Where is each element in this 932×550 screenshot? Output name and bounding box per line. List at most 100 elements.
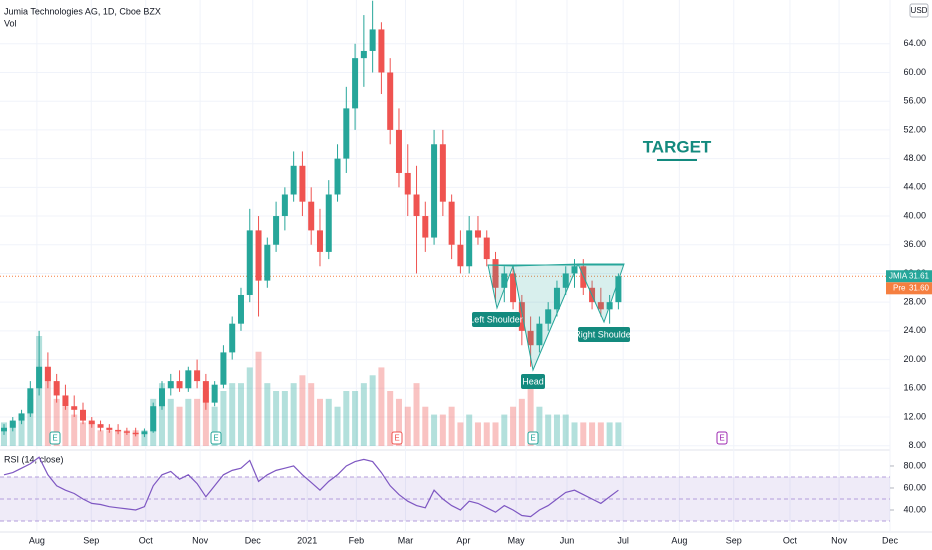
volume-bar [352, 391, 359, 446]
y-tick-label: 56.00 [903, 96, 926, 106]
volume-bar [255, 351, 262, 446]
candle-body [106, 427, 113, 430]
volume-bar [281, 391, 288, 446]
candle-body [202, 381, 209, 403]
x-tick-label: Feb [349, 535, 365, 545]
currency-box [909, 3, 929, 18]
y-tick-label: 44.00 [903, 182, 926, 192]
price-tag [886, 270, 932, 283]
candle-body [97, 424, 104, 428]
candle-body [395, 129, 402, 173]
y-tick-label: 60.00 [903, 67, 926, 77]
volume-bar [71, 414, 78, 446]
candle-body [273, 216, 280, 245]
x-tick-label: Jun [560, 535, 575, 545]
volume-bar [158, 383, 165, 446]
volume-bar [562, 414, 569, 446]
candle-body [343, 108, 350, 159]
candle-body [132, 432, 139, 435]
left-shoulder-label: Left Shoulder [469, 314, 523, 324]
volume-bar [202, 391, 209, 446]
earnings-marker [391, 431, 403, 445]
candle-body [36, 366, 43, 389]
candle-body [246, 230, 253, 295]
volume-bar [9, 422, 16, 446]
volume-bar [308, 383, 315, 446]
right-shoulder-label: Right Shoulder [574, 329, 634, 339]
candle-body [185, 370, 192, 389]
volume-title: Vol [4, 18, 17, 28]
pre-tag-label: Pre [893, 283, 906, 292]
volume-bar [79, 422, 86, 446]
volume-bar [343, 391, 350, 446]
x-tick-label: Dec [882, 535, 899, 545]
volume-bar [457, 422, 464, 446]
candle-body [150, 406, 157, 432]
volume-bar [97, 430, 104, 446]
candle-body [571, 266, 578, 274]
volume-bar [53, 398, 60, 446]
candle-body [553, 287, 560, 310]
rsi-title: RSI (14, close) [4, 454, 64, 464]
y-tick-label: 40.00 [903, 210, 926, 220]
x-tick-label: Apr [456, 535, 470, 545]
x-tick-label: May [508, 535, 526, 545]
earnings-marker [49, 431, 61, 445]
volume-bar [431, 414, 438, 446]
rsi-tick-label: 80.00 [903, 460, 926, 470]
price-tag-value: 31.61 [909, 271, 930, 280]
volume-bar [466, 414, 473, 446]
candle-body [9, 420, 16, 428]
candle-body [290, 165, 297, 195]
volume-bar [510, 406, 517, 446]
candle-body [387, 72, 394, 130]
volume-bar [597, 422, 604, 446]
currency: USD [911, 6, 928, 15]
candle-body [220, 352, 227, 385]
label-box [472, 312, 520, 327]
candle-body [211, 384, 218, 403]
earnings-label: E [394, 434, 399, 443]
candle-body [88, 420, 95, 425]
candle-body [325, 194, 332, 252]
candle-body [27, 388, 34, 414]
y-tick-label: 48.00 [903, 153, 926, 163]
volume-bar [27, 398, 34, 446]
earnings-marker [716, 431, 728, 445]
candle-body [255, 230, 262, 281]
volume-bar [474, 422, 481, 446]
candle-body [53, 381, 60, 396]
volume-bar [211, 406, 218, 446]
volume-bar [316, 398, 323, 446]
candle-body [299, 165, 306, 202]
x-tick-label: Nov [192, 535, 209, 545]
head-label: Head [522, 376, 544, 386]
candle-body [316, 230, 323, 252]
volume-bar [448, 406, 455, 446]
volume-bar [62, 406, 69, 446]
y-tick-label: 36.00 [903, 239, 926, 249]
x-tick-label: Jul [617, 535, 629, 545]
candle-body [352, 58, 359, 109]
candle-body [510, 273, 517, 303]
price-tag-symbol: JMIA [889, 271, 908, 280]
candle-body [474, 230, 481, 238]
candle-body [518, 302, 525, 331]
volume-bar [88, 422, 95, 446]
candle-body [492, 259, 499, 288]
volume-bar [334, 406, 341, 446]
rsi-tick-label: 40.00 [903, 504, 926, 514]
volume-bar [360, 383, 367, 446]
earnings-label: E [213, 434, 218, 443]
volume-bar [580, 422, 587, 446]
candle-body [281, 194, 288, 217]
candle-body [615, 276, 622, 303]
volume-bar [615, 422, 622, 446]
volume-bar [483, 422, 490, 446]
candle-body [308, 201, 315, 231]
candle-body [229, 323, 236, 353]
candle-body [71, 406, 78, 410]
pre-tag [886, 282, 932, 295]
volume-bar [325, 398, 332, 446]
